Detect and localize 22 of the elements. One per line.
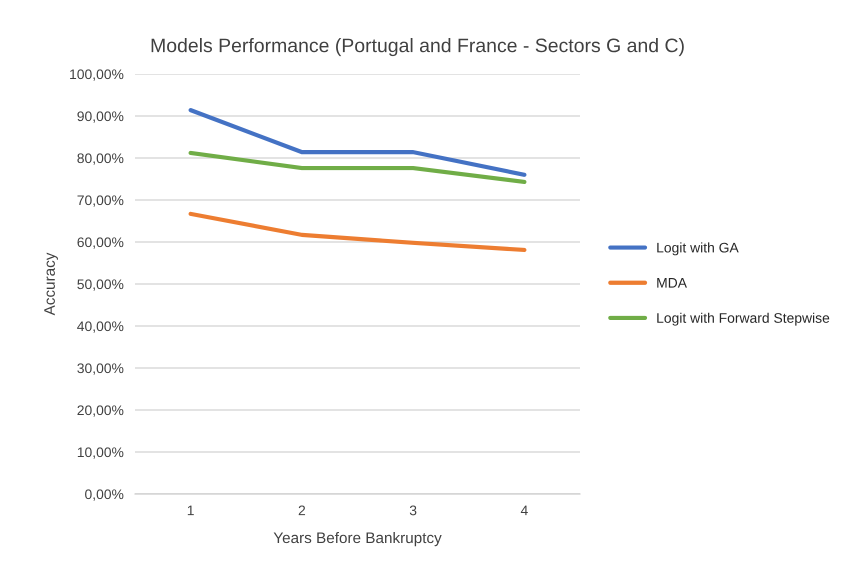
- y-tick-label: 50,00%: [77, 279, 124, 291]
- x-tick-label: 2: [298, 505, 306, 516]
- chart-title: Models Performance (Portugal and France - Sectors G and C): [152, 38, 684, 56]
- y-tick-label: 30,00%: [77, 363, 124, 375]
- y-tick-label: 100,00%: [70, 69, 124, 81]
- y-tick-label: 90,00%: [77, 111, 124, 123]
- line-series: [188, 212, 526, 252]
- y-tick-label: 0,00%: [85, 489, 124, 501]
- y-tick-label: 60,00%: [77, 237, 124, 249]
- y-axis-title: Accuracy: [44, 252, 58, 316]
- x-tick-label: 1: [188, 506, 194, 516]
- legend-label: MDA: [657, 278, 687, 288]
- y-tick-label: 20,00%: [77, 405, 124, 417]
- y-tick-label: 10,00%: [78, 447, 124, 459]
- y-tick-label: 40,00%: [77, 321, 124, 333]
- x-tick-label: 3: [410, 505, 416, 516]
- legend-label: Logit with Forward Stepwise: [657, 312, 830, 326]
- x-axis-title: Years Before Bankruptcy: [274, 532, 442, 546]
- legend-label: Logit with GA: [657, 242, 739, 256]
- x-tick-label: 4: [520, 506, 528, 516]
- y-tick-label: 70,00%: [78, 195, 124, 207]
- y-tick-label: 80,00%: [77, 153, 124, 165]
